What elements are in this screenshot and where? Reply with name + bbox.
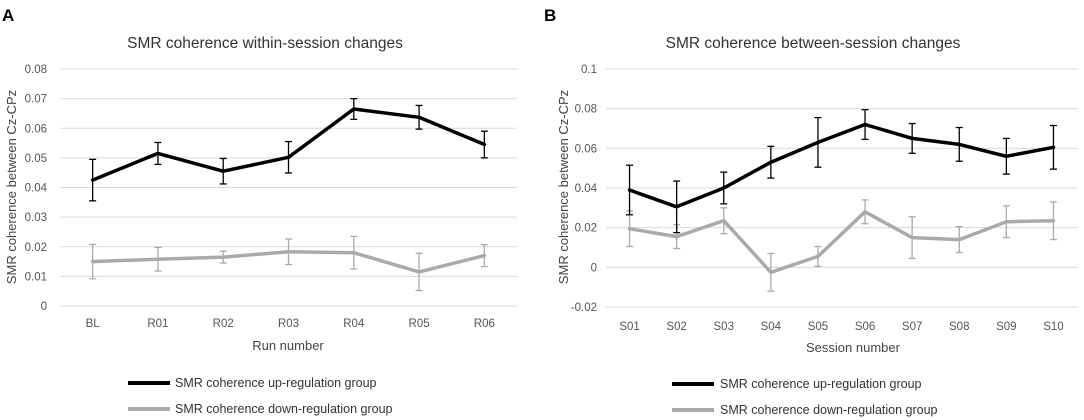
y-tick-label: -0.02 [571,302,597,314]
y-tick-label: 0.02 [575,223,597,235]
x-tick-label: S04 [761,321,782,333]
chart-title: SMR coherence between-session changes [666,35,961,52]
series-up-regulation [626,109,1057,234]
series-down-regulation [626,199,1057,292]
chart-title: SMR coherence within-session changes [127,35,403,52]
y-tick-label: 0.07 [25,94,47,106]
x-tick-label: R06 [474,318,495,330]
y-tick-label: 0.01 [25,271,47,283]
x-tick-label: S07 [902,321,922,333]
y-tick-label: 0.1 [581,64,597,76]
y-axis-label: SMR coherence between Cz-CPz [556,90,571,284]
x-axis-label: Session number [806,340,901,355]
x-tick-label: S08 [949,321,969,333]
panel-b: B SMR coherence between-session changes … [544,6,1077,417]
x-tick-label: R02 [213,318,234,330]
y-tick-label: 0.08 [575,104,597,116]
legend-label: SMR coherence down-regulation group [720,403,938,417]
panel-letter: B [544,6,556,25]
x-tick-label: S10 [1043,321,1063,333]
series-line [627,210,1056,275]
legend-label: SMR coherence up-regulation group [175,376,377,390]
legend-label: SMR coherence down-regulation group [175,402,393,416]
x-tick-label: S03 [714,321,734,333]
y-tick-label: 0.08 [25,64,47,76]
y-tick-label: 0.04 [575,183,598,195]
x-tick-label: S02 [666,321,686,333]
x-tick-label: R04 [343,318,365,330]
plot-area: -0.02 0 0.02 0.04 0.06 0.08 0.1 S01 S02 S03 S04 S05… [571,64,1077,333]
x-tick-label: S09 [996,321,1016,333]
x-tick-label: R03 [278,318,299,330]
series-up-regulation [89,97,488,202]
x-tick-label: S06 [855,321,875,333]
x-axis-label: Run number [252,338,324,353]
y-tick-label: 0.02 [25,242,47,254]
panel-a: A SMR coherence within-session changes S… [2,6,517,416]
y-tick-label: 0.06 [25,123,47,135]
x-tick-label: S05 [808,321,828,333]
legend-label: SMR coherence up-regulation group [720,377,922,391]
y-axis-label: SMR coherence between Cz-CPz [4,90,19,284]
x-tick-label: R01 [147,318,168,330]
y-tick-label: 0.05 [25,153,47,165]
y-tick-label: 0.03 [25,212,47,224]
series-down-regulation [89,235,488,292]
y-tick-label: 0.04 [25,183,48,195]
series-line [627,122,1056,209]
y-tick-label: 0.06 [575,143,597,155]
x-tick-label: S01 [619,321,639,333]
panel-letter: A [2,6,14,25]
x-tick-label: BL [86,318,101,330]
plot-area: 0 0.01 0.02 0.03 0.04 0.05 0.06 0.07 0.08 BL R01 R0… [25,64,517,330]
y-tick-label: 0 [41,301,47,313]
x-tick-label: R05 [409,318,430,330]
y-tick-label: 0 [591,262,597,274]
